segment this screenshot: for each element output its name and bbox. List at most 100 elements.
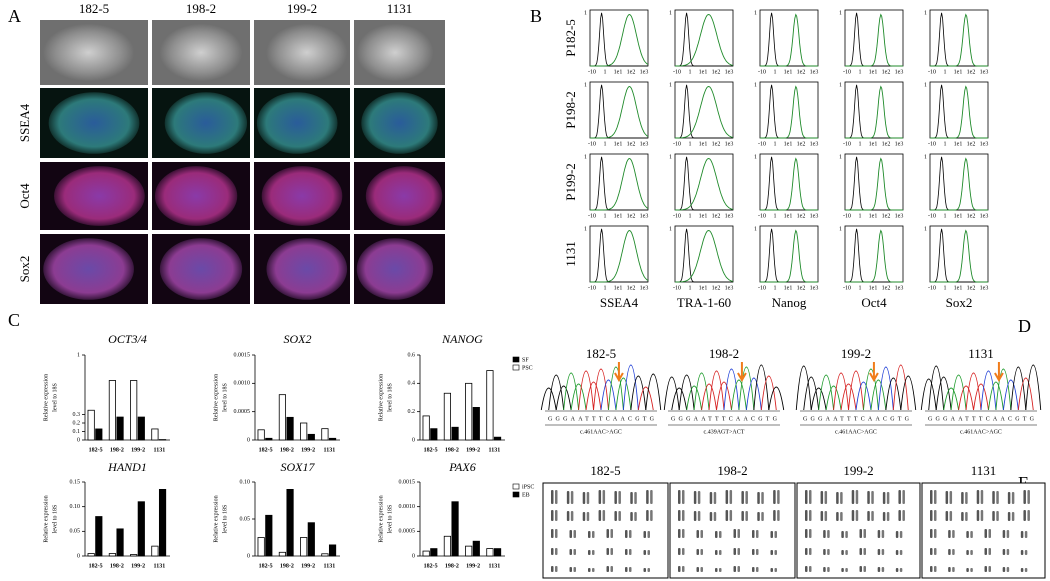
x-tick-label: 1e2 — [712, 69, 721, 75]
panel-label: A — [8, 6, 21, 26]
y-tick-label: 0.10 — [240, 479, 251, 485]
chromosome — [809, 566, 812, 572]
chromosome — [741, 511, 744, 521]
x-tick-label: 199-2 — [131, 447, 145, 453]
chromosome — [1020, 550, 1024, 555]
trace-peak — [803, 376, 820, 411]
trace-peak — [768, 386, 785, 411]
control-curve — [930, 84, 988, 139]
trace-peak — [570, 383, 587, 411]
marker-curve — [590, 230, 649, 283]
y-axis-label: Relative expression — [378, 374, 384, 421]
chromosome — [650, 510, 653, 521]
x-tick-label: 198-2 — [110, 447, 124, 453]
chromosome — [965, 512, 968, 521]
legend-label: PSC — [522, 365, 533, 371]
trace-peak — [973, 383, 989, 411]
chromosome — [988, 566, 991, 572]
x-tick-label: 1e3 — [640, 213, 649, 219]
marker-curve — [675, 230, 734, 283]
chromosome — [949, 491, 953, 504]
chromosome — [1020, 568, 1024, 572]
trace-peak — [920, 378, 937, 411]
x-tick-label: 1e3 — [810, 141, 819, 147]
x-tick-label: 1e1 — [954, 141, 963, 147]
panel-label: B — [530, 6, 542, 26]
sample-name: 198-2 — [717, 463, 747, 478]
trace-peak — [877, 366, 894, 411]
y-tick-label: 0 — [77, 437, 80, 443]
trace-peak — [1010, 366, 1027, 411]
chromosome — [980, 510, 984, 521]
chromosome — [934, 529, 937, 538]
x-tick-label: 1e3 — [980, 141, 989, 147]
x-tick-label: 1 — [774, 141, 777, 147]
x-tick-label: -10 — [928, 141, 936, 147]
x-tick-label: 1 — [604, 285, 607, 291]
x-tick-label: 1e3 — [725, 285, 734, 291]
x-tick-label: 1 — [859, 285, 862, 291]
control-curve — [845, 84, 903, 139]
chromosome — [886, 512, 890, 521]
chromosome — [696, 530, 699, 538]
trace-peak — [593, 368, 609, 411]
chromosome — [1002, 567, 1006, 572]
row-label: SSEA4 — [17, 103, 32, 142]
chromosome — [1006, 530, 1010, 538]
colony — [164, 92, 248, 154]
chromosome — [774, 568, 777, 572]
chart-title: NANOG — [441, 332, 483, 346]
x-tick-label: 1e2 — [712, 285, 721, 291]
x-tick-label: 1e1 — [614, 285, 623, 291]
x-tick-label: 1 — [689, 69, 692, 75]
chromosome — [809, 510, 812, 521]
chromosome — [551, 566, 554, 572]
chromosome — [770, 568, 773, 572]
chromosome — [898, 510, 901, 521]
chromosome — [602, 510, 606, 521]
x-tick-label: -10 — [758, 69, 766, 75]
trace-peak — [540, 387, 557, 411]
chromosome — [984, 529, 987, 538]
trace-peak — [615, 377, 632, 411]
control-curve — [675, 156, 733, 211]
colony — [159, 23, 243, 82]
karyotype-box — [542, 482, 669, 579]
x-tick-label: 1e1 — [699, 141, 708, 147]
y-tick-label: 1 — [584, 10, 587, 16]
histogram-frame — [589, 225, 649, 283]
x-tick-label: 1 — [689, 213, 692, 219]
chromosome — [592, 568, 595, 572]
histogram-frame — [759, 225, 819, 283]
y-tick-label: 1 — [669, 82, 672, 88]
trace-peak — [1025, 364, 1042, 411]
x-tick-label: 1e3 — [725, 69, 734, 75]
chromosome — [886, 492, 890, 504]
x-tick-label: 1e3 — [980, 213, 989, 219]
histogram-frame — [844, 153, 904, 211]
chromosome — [555, 566, 558, 572]
control-curve — [760, 12, 818, 67]
chromosome — [1002, 549, 1006, 555]
chromosome — [961, 512, 964, 521]
chromosome — [573, 549, 576, 555]
sample-name: 1131 — [968, 346, 994, 361]
control-curve — [930, 228, 988, 283]
chromosome — [598, 510, 602, 521]
marker-curve — [845, 13, 903, 67]
panel-label: C — [8, 310, 20, 330]
y-tick-label: 1 — [839, 10, 842, 16]
x-tick-label: 1 — [774, 285, 777, 291]
bar — [108, 380, 116, 441]
chromosome — [996, 491, 999, 504]
trace-peak — [701, 383, 717, 411]
marker-curve — [845, 157, 903, 211]
histogram-frame — [929, 225, 989, 283]
chromosome — [934, 510, 937, 521]
chromosome — [966, 550, 969, 555]
x-tick-label: 1e1 — [699, 69, 708, 75]
chromosome — [809, 490, 812, 504]
x-tick-label: 1e3 — [895, 141, 904, 147]
x-tick-label: 1e2 — [967, 285, 976, 291]
chromosome — [859, 566, 862, 572]
